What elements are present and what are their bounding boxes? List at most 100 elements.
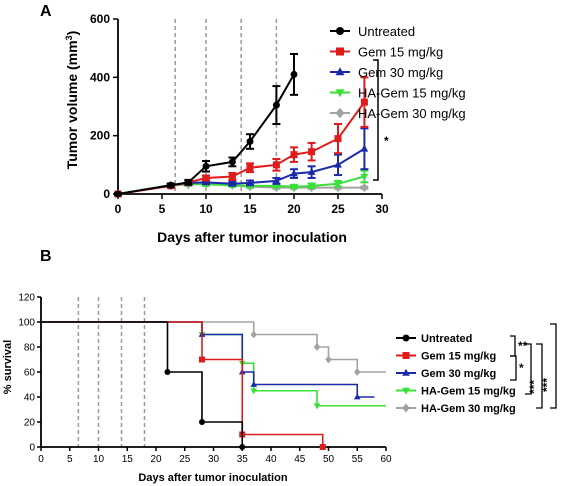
panel-a-significance-bracket bbox=[373, 59, 379, 181]
panel-b-series bbox=[41, 321, 246, 450]
panel-a-series-line bbox=[117, 175, 365, 195]
panel-b-ytick-label: 80 bbox=[24, 343, 36, 354]
panel-a-significance: * bbox=[384, 134, 389, 148]
panel-b-xtick-label: 10 bbox=[93, 454, 105, 465]
panel-a-xlabel: Days after tumor inoculation bbox=[157, 229, 347, 245]
panel-a-data-point bbox=[360, 183, 369, 193]
panel-b-xtick-label: 35 bbox=[237, 454, 249, 465]
panel-b-data-point bbox=[199, 356, 205, 363]
panel-a-data-point bbox=[246, 138, 254, 145]
panel-a-xtick-label: 0 bbox=[115, 202, 122, 216]
panel-b-significance-brackets bbox=[510, 323, 557, 409]
panel-b-ytick-label: 120 bbox=[18, 293, 35, 304]
panel-b-data-point bbox=[199, 419, 205, 425]
panel-a-data-point bbox=[202, 178, 210, 186]
panel-a-data-point bbox=[290, 183, 298, 191]
legend-label: Gem 15 mg/kg bbox=[421, 351, 496, 363]
legend-label: HA-Gem 15 mg/kg bbox=[358, 86, 466, 101]
panel-a-data-point bbox=[272, 161, 280, 169]
panel-a-data-point bbox=[307, 167, 316, 175]
panel-a-data-point bbox=[228, 158, 236, 166]
panel-a-xtick-label: 20 bbox=[287, 202, 301, 216]
legend-label: Gem 15 mg/kg bbox=[358, 45, 443, 60]
legend-marker bbox=[402, 403, 410, 413]
legend-label: HA-Gem 15 mg/kg bbox=[421, 386, 516, 398]
panel-b-xtick-label: 30 bbox=[208, 454, 220, 465]
panel-b-data-point bbox=[353, 368, 361, 376]
panel-b-data-point bbox=[313, 403, 321, 410]
panel-b-data-point bbox=[239, 444, 246, 450]
panel-a-data-point bbox=[228, 179, 237, 187]
legend-marker bbox=[402, 368, 410, 376]
panel-b-series bbox=[41, 321, 386, 376]
panel-a-data-point bbox=[114, 190, 122, 198]
panel-a-xtick-label: 10 bbox=[199, 202, 213, 216]
panel-b-xtick-label: 25 bbox=[179, 454, 191, 465]
panel-a-data-point bbox=[202, 162, 210, 170]
panel-a-ylabel: Tumor volume (mm3) bbox=[64, 31, 80, 170]
panel-a-data-point bbox=[308, 148, 316, 156]
panel-b-data-point bbox=[313, 343, 321, 351]
panel-a-data-point bbox=[334, 180, 342, 188]
panel-a-chart: 0 200 400 600 0 5 10 15 20 25 30 Untreated Gem 15 mg… bbox=[90, 12, 466, 216]
panel-a-data-point bbox=[272, 176, 281, 184]
panel-a-data-point bbox=[290, 169, 298, 177]
panel-b-xlabel: Days after tumor inoculation bbox=[138, 472, 287, 484]
legend-marker bbox=[402, 334, 410, 342]
panel-b-series bbox=[41, 321, 375, 400]
panel-b-ytick-label: 100 bbox=[18, 318, 35, 329]
panel-a-data-point bbox=[167, 181, 175, 189]
panel-a-ytick-label: 0 bbox=[103, 187, 110, 201]
panel-a-data-point bbox=[290, 151, 298, 159]
panel-b-ytick-label: 0 bbox=[29, 443, 35, 454]
panel-a-ytick-label: 200 bbox=[90, 129, 110, 143]
panel-b-data-point bbox=[250, 330, 258, 339]
panel-b-sig-1: ** bbox=[518, 339, 528, 353]
panel-a-legend: Untreated Gem 15 mg/kg Gem 30 mg/kg HA-Gem … bbox=[330, 24, 466, 121]
panel-b-xtick-label: 55 bbox=[352, 454, 364, 465]
panel-b-ytick-label: 20 bbox=[24, 418, 36, 429]
panel-b-chart: 0 20 40 60 80 100 120 0 5 10 15 20 25 30 35 40 45 50 55 60 U… bbox=[18, 293, 515, 466]
panel-b-data-point bbox=[250, 380, 258, 387]
panel-b-survival-curve bbox=[41, 321, 244, 447]
legend-marker bbox=[335, 89, 345, 98]
panel-b-xtick-label: 50 bbox=[323, 454, 335, 465]
panel-b-xtick-label: 15 bbox=[122, 454, 134, 465]
panel-a-data-point bbox=[307, 183, 316, 191]
panel-b-sig-3: *** bbox=[527, 380, 541, 394]
panel-b-sig-4: *** bbox=[540, 378, 554, 392]
panel-a-data-point bbox=[360, 98, 368, 106]
panel-b-ytick-label: 60 bbox=[24, 368, 36, 379]
panel-a-data-point bbox=[246, 164, 254, 172]
panel-a-data-point bbox=[290, 70, 298, 78]
legend-label: HA-Gem 30 mg/kg bbox=[358, 106, 466, 121]
panel-b-data-point bbox=[319, 444, 326, 450]
panel-a-series bbox=[114, 76, 369, 198]
panel-a-data-point bbox=[184, 178, 192, 186]
legend-label: Untreated bbox=[421, 333, 472, 345]
panel-b-xtick-label: 45 bbox=[294, 454, 306, 465]
panel-a-xtick-label: 15 bbox=[243, 202, 257, 216]
panel-b-data-point bbox=[164, 369, 171, 375]
panel-b-sig-2: * bbox=[519, 361, 524, 375]
panel-a-data-point bbox=[334, 135, 342, 143]
legend-label: HA-Gem 30 mg/kg bbox=[421, 403, 516, 415]
panel-b-xtick-label: 60 bbox=[380, 454, 392, 465]
panel-b-xtick-label: 0 bbox=[38, 454, 44, 465]
panel-a-data-point bbox=[360, 144, 369, 152]
panel-b-xtick-label: 5 bbox=[67, 454, 73, 465]
legend-marker bbox=[335, 107, 345, 119]
legend-label: Gem 30 mg/kg bbox=[358, 65, 443, 80]
panel-b-xtick-label: 20 bbox=[150, 454, 162, 465]
panel-b-ylabel: % survival bbox=[2, 340, 14, 394]
legend-label: Gem 30 mg/kg bbox=[421, 368, 496, 380]
panel-b-xtick-label: 40 bbox=[265, 454, 277, 465]
panel-b-ytick-label: 40 bbox=[24, 393, 36, 404]
panel-a-xtick-label: 25 bbox=[331, 202, 345, 216]
panel-b-data-point bbox=[325, 355, 332, 364]
panel-a-series bbox=[114, 53, 298, 198]
panel-a-xtick-label: 5 bbox=[159, 202, 166, 216]
panel-b-legend: Untreated Gem 15 mg/kg Gem 30 mg/kg HA-Gem … bbox=[396, 333, 516, 415]
legend-marker bbox=[335, 67, 345, 76]
